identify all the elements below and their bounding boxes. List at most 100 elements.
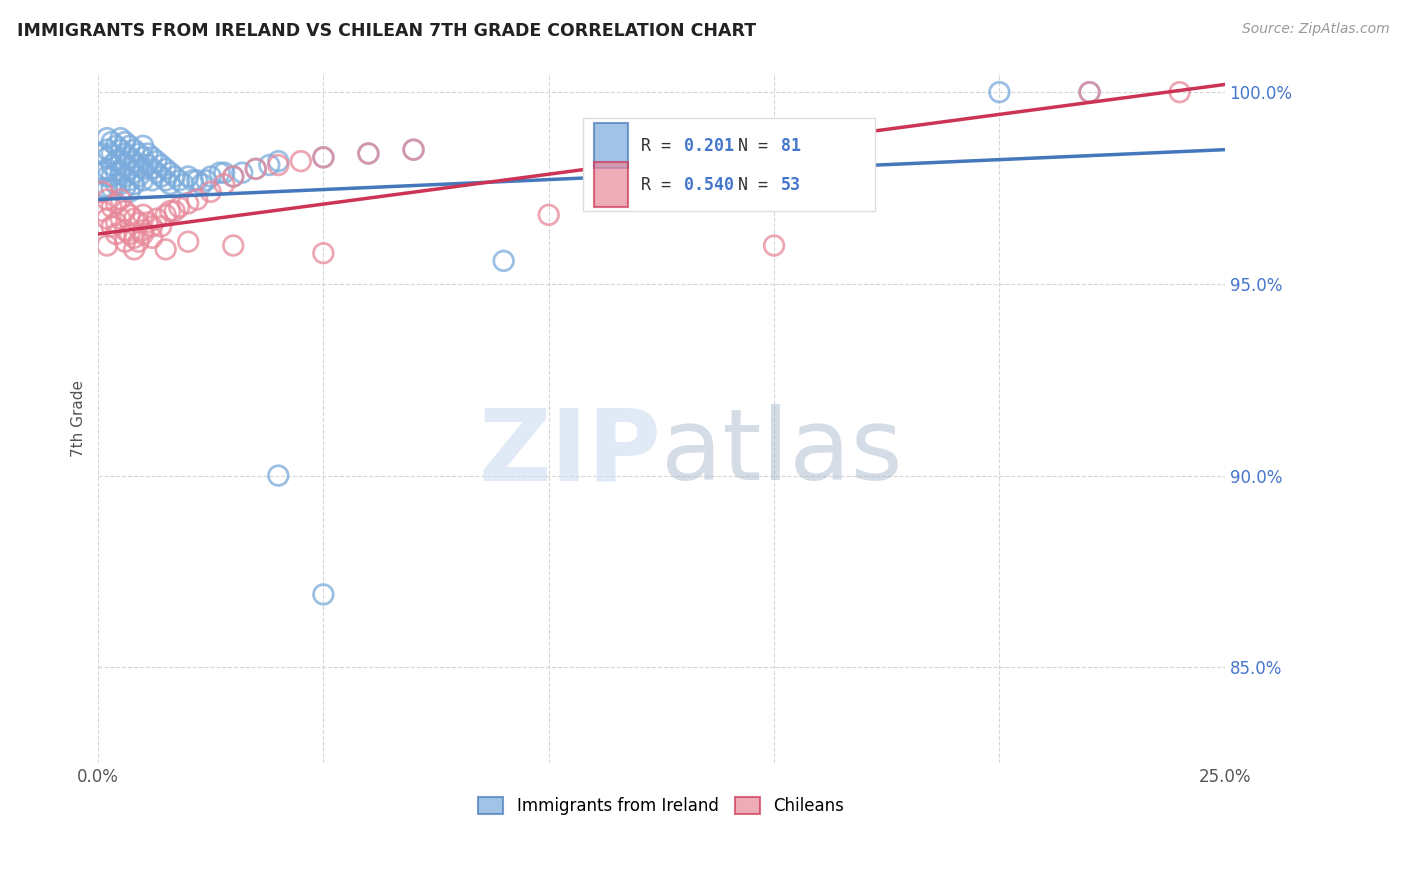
Point xyxy=(105,196,128,211)
Text: ZIP: ZIP xyxy=(478,404,661,501)
Point xyxy=(145,211,167,226)
Point xyxy=(159,204,181,219)
Point xyxy=(114,146,136,161)
Legend: Immigrants from Ireland, Chileans: Immigrants from Ireland, Chileans xyxy=(470,789,853,824)
Point xyxy=(128,158,150,172)
Point xyxy=(290,154,312,169)
Point xyxy=(186,193,208,207)
Point xyxy=(136,158,159,172)
Point xyxy=(128,235,150,249)
Point xyxy=(91,146,114,161)
Text: 53: 53 xyxy=(780,176,801,194)
Point xyxy=(167,173,190,187)
Point xyxy=(132,138,155,153)
Point xyxy=(132,173,155,187)
Point xyxy=(163,169,186,184)
Point xyxy=(141,150,163,164)
Point xyxy=(122,243,145,257)
Point xyxy=(200,169,222,184)
Point xyxy=(145,166,167,180)
Point xyxy=(96,131,118,145)
Point xyxy=(114,169,136,184)
Point xyxy=(96,143,118,157)
Point xyxy=(132,150,155,164)
Point xyxy=(763,238,786,252)
Point xyxy=(105,166,128,180)
Point xyxy=(141,173,163,187)
Point xyxy=(118,150,141,164)
Point xyxy=(1168,85,1191,99)
Point xyxy=(100,200,122,214)
Point xyxy=(114,235,136,249)
Text: IMMIGRANTS FROM IRELAND VS CHILEAN 7TH GRADE CORRELATION CHART: IMMIGRANTS FROM IRELAND VS CHILEAN 7TH G… xyxy=(17,22,756,40)
Point xyxy=(105,138,128,153)
Point xyxy=(177,196,200,211)
Point xyxy=(100,169,122,184)
Point xyxy=(163,204,186,219)
Text: N =: N = xyxy=(738,136,778,155)
Point xyxy=(91,166,114,180)
Point xyxy=(96,181,118,195)
Point xyxy=(118,185,141,199)
Point xyxy=(118,227,141,241)
Point xyxy=(118,138,141,153)
Point xyxy=(312,587,335,601)
Point xyxy=(222,238,245,252)
Point xyxy=(91,181,114,195)
Point xyxy=(267,468,290,483)
Point xyxy=(105,227,128,241)
Point xyxy=(100,219,122,234)
Point xyxy=(136,146,159,161)
Point xyxy=(212,177,235,191)
Point xyxy=(402,143,425,157)
Point xyxy=(100,146,122,161)
Point xyxy=(402,143,425,157)
Point xyxy=(96,193,118,207)
Point xyxy=(118,161,141,176)
Point xyxy=(96,211,118,226)
Point xyxy=(177,169,200,184)
Point xyxy=(122,166,145,180)
Point xyxy=(222,169,245,184)
Point xyxy=(186,173,208,187)
Point xyxy=(155,243,177,257)
Point xyxy=(155,208,177,222)
Point xyxy=(110,211,132,226)
Text: atlas: atlas xyxy=(661,404,903,501)
Point xyxy=(100,158,122,172)
Point xyxy=(155,161,177,176)
Point xyxy=(155,173,177,187)
Point xyxy=(988,85,1011,99)
Text: 0.540: 0.540 xyxy=(683,176,734,194)
Point xyxy=(312,150,335,164)
Point xyxy=(100,135,122,149)
Point xyxy=(110,131,132,145)
Point xyxy=(122,177,145,191)
Point xyxy=(118,208,141,222)
Point xyxy=(141,161,163,176)
Point xyxy=(132,161,155,176)
Point xyxy=(150,169,173,184)
Point xyxy=(114,181,136,195)
Point xyxy=(200,185,222,199)
Point xyxy=(128,169,150,184)
Point xyxy=(245,161,267,176)
Point xyxy=(100,181,122,195)
Point xyxy=(136,215,159,229)
Text: 81: 81 xyxy=(780,136,801,155)
Point xyxy=(357,146,380,161)
Point xyxy=(91,204,114,219)
Point xyxy=(122,154,145,169)
FancyBboxPatch shape xyxy=(593,162,627,207)
Text: Source: ZipAtlas.com: Source: ZipAtlas.com xyxy=(1241,22,1389,37)
Point xyxy=(212,166,235,180)
Point xyxy=(114,135,136,149)
Point xyxy=(132,223,155,237)
Point xyxy=(122,231,145,245)
Point xyxy=(231,166,253,180)
Point xyxy=(110,177,132,191)
Point xyxy=(132,227,155,241)
Text: R =: R = xyxy=(641,136,681,155)
Point xyxy=(492,253,515,268)
Point xyxy=(96,161,118,176)
